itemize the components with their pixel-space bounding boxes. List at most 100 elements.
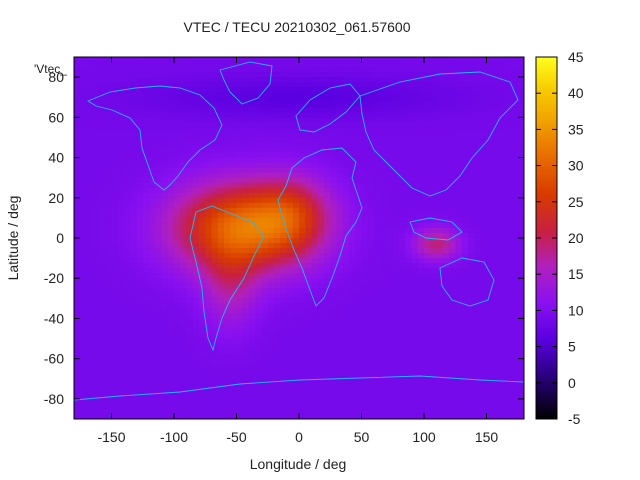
heatmap-cell <box>324 127 331 134</box>
heatmap-cell <box>211 373 219 380</box>
heatmap-cell <box>280 323 288 330</box>
heatmap-cell <box>136 368 144 375</box>
heatmap-cell <box>455 167 463 174</box>
heatmap-cell <box>455 72 463 78</box>
heatmap-cell <box>474 318 481 325</box>
heatmap-cell <box>180 132 188 139</box>
heatmap-cell <box>499 393 506 400</box>
heatmap-cell <box>324 192 331 199</box>
heatmap-cell <box>174 343 181 350</box>
heatmap-cell <box>311 338 319 345</box>
heatmap-cell <box>430 232 438 239</box>
heatmap-cell <box>505 187 513 194</box>
heatmap-cell <box>130 202 138 209</box>
heatmap-cell <box>467 333 475 340</box>
heatmap-cell <box>130 142 138 149</box>
heatmap-cell <box>180 107 188 113</box>
heatmap-cell <box>317 378 325 385</box>
heatmap-cell <box>342 373 350 380</box>
heatmap-cell <box>349 202 356 209</box>
heatmap-cell <box>92 303 100 309</box>
heatmap-cell <box>80 303 88 309</box>
heatmap-cell <box>124 212 131 219</box>
heatmap-cell <box>305 167 313 174</box>
heatmap-cell <box>155 172 163 179</box>
heatmap-cell <box>224 393 231 400</box>
heatmap-cell <box>155 177 163 184</box>
heatmap-cell <box>136 393 144 400</box>
heatmap-cell <box>467 398 475 405</box>
heatmap-cell <box>99 303 106 309</box>
heatmap-cell <box>430 127 438 134</box>
heatmap-cell <box>317 263 325 269</box>
heatmap-cell <box>411 112 419 118</box>
heatmap-cell <box>249 67 256 73</box>
heatmap-cell <box>142 363 150 370</box>
heatmap-cell <box>486 87 494 93</box>
heatmap-cell <box>261 162 269 169</box>
heatmap-cell <box>199 328 206 335</box>
heatmap-cell <box>167 102 175 108</box>
heatmap-cell <box>117 117 125 123</box>
heatmap-cell <box>486 318 494 325</box>
heatmap-cell <box>511 373 519 380</box>
heatmap-cell <box>374 343 381 350</box>
heatmap-cell <box>136 87 144 93</box>
heatmap-cell <box>386 258 394 264</box>
heatmap-cell <box>374 313 381 320</box>
heatmap-cell <box>511 393 519 400</box>
heatmap-cell <box>511 323 519 330</box>
heatmap-cell <box>455 132 463 139</box>
heatmap-cell <box>449 227 456 234</box>
heatmap-cell <box>167 112 175 118</box>
heatmap-cell <box>280 273 288 279</box>
heatmap-cell <box>92 57 100 63</box>
heatmap-cell <box>317 207 325 214</box>
heatmap-cell <box>305 97 313 103</box>
heatmap-cell <box>242 238 250 244</box>
heatmap-cell <box>242 142 250 149</box>
heatmap-cell <box>342 207 350 214</box>
heatmap-cell <box>367 298 375 304</box>
heatmap-cell <box>149 393 156 400</box>
heatmap-cell <box>255 363 263 370</box>
heatmap-cell <box>280 338 288 345</box>
heatmap-cell <box>505 373 513 380</box>
heatmap-cell <box>136 303 144 309</box>
heatmap-cell <box>467 212 475 219</box>
heatmap-cell <box>355 253 363 259</box>
heatmap-cell <box>155 107 163 113</box>
heatmap-cell <box>467 273 475 279</box>
heatmap-cell <box>417 378 425 385</box>
heatmap-cell <box>274 238 281 244</box>
heatmap-cell <box>411 97 419 103</box>
heatmap-cell <box>274 92 281 98</box>
heatmap-cell <box>417 167 425 174</box>
heatmap-cell <box>117 373 125 380</box>
heatmap-cell <box>486 363 494 370</box>
heatmap-cell <box>430 117 438 123</box>
heatmap-cell <box>449 167 456 174</box>
heatmap-cell <box>236 157 244 164</box>
heatmap-cell <box>274 222 281 229</box>
heatmap-cell <box>224 398 231 405</box>
heatmap-cell <box>305 132 313 139</box>
heatmap-cell <box>92 278 100 284</box>
heatmap-cell <box>374 378 381 385</box>
heatmap-cell <box>274 318 281 325</box>
heatmap-cell <box>417 217 425 224</box>
heatmap-cell <box>392 172 400 179</box>
heatmap-cell <box>192 248 200 254</box>
heatmap-cell <box>180 303 188 309</box>
heatmap-cell <box>299 172 306 179</box>
heatmap-cell <box>174 388 181 395</box>
heatmap-cell <box>111 192 119 199</box>
heatmap-cell <box>261 303 269 309</box>
heatmap-cell <box>517 62 524 68</box>
heatmap-cell <box>236 127 244 134</box>
heatmap-cell <box>467 112 475 118</box>
heatmap-cell <box>292 323 300 330</box>
heatmap-cell <box>349 283 356 289</box>
heatmap-cell <box>386 182 394 189</box>
heatmap-cell <box>274 263 281 269</box>
